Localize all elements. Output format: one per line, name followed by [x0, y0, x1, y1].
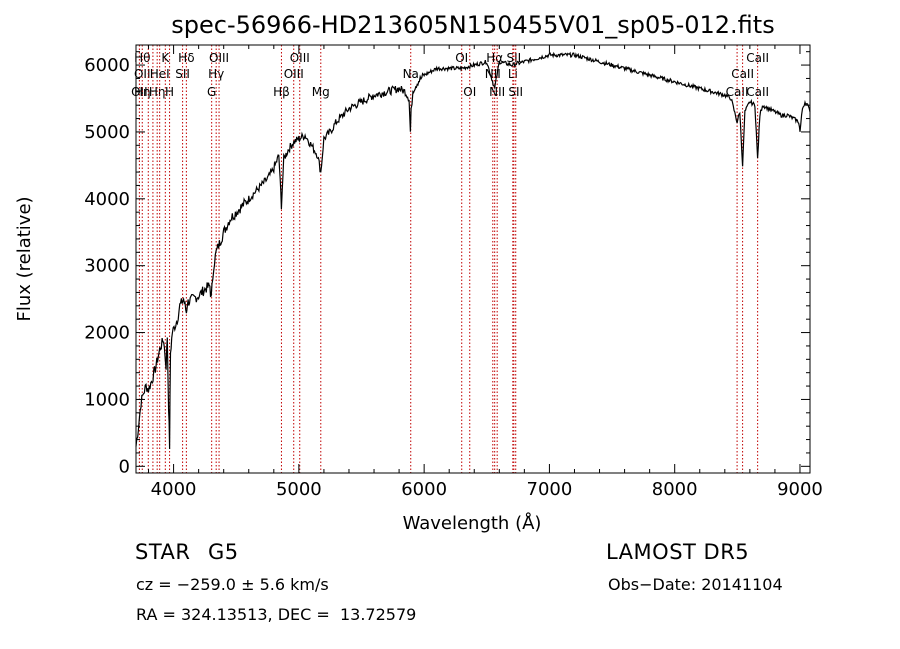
x-tick-label: 4000	[151, 479, 197, 500]
line-marker-label: CaII	[746, 85, 769, 99]
line-marker-label: Hθ	[134, 51, 150, 65]
line-marker-label: SII	[508, 85, 523, 99]
plot-frame	[135, 44, 811, 474]
survey-name: LAMOST DR5	[606, 540, 750, 564]
line-marker-label: CaII	[746, 51, 769, 65]
line-marker-label: H	[165, 85, 174, 99]
line-marker-label: Hη	[149, 85, 166, 99]
x-tick-label: 9000	[777, 479, 823, 500]
line-markers: OIIHθOIIHηHηHeIKHSIIHδGHγOIIIHβOIIIOIIIM…	[131, 45, 769, 473]
line-marker-label: Li	[508, 67, 518, 81]
line-marker-label: OIII	[209, 51, 229, 65]
line-marker-label: CaII	[731, 67, 754, 81]
line-marker-label: OIII	[290, 51, 310, 65]
line-marker-label: Na	[403, 67, 419, 81]
line-marker-label: OI	[455, 51, 468, 65]
line-marker-label: NII	[485, 67, 501, 81]
line-marker-label: Hη	[134, 85, 151, 99]
series-layer	[135, 51, 811, 450]
redshift-velocity: cz = −259.0 ± 5.6 km/s	[136, 575, 329, 594]
x-tick-label: 8000	[652, 479, 698, 500]
line-marker-label: OII	[134, 67, 151, 81]
y-tick-label: 0	[119, 456, 130, 477]
y-tick-label: 5000	[84, 122, 130, 143]
line-marker-label: Hβ	[273, 85, 290, 99]
x-tick-label: 5000	[276, 479, 322, 500]
line-marker-label: OIII	[284, 67, 304, 81]
x-tick-label: 7000	[527, 479, 573, 500]
coordinates: RA = 324.13513, DEC = 13.72579	[136, 605, 417, 624]
line-marker-label: Hγ	[208, 67, 224, 81]
y-tick-label: 4000	[84, 189, 130, 210]
spectrum-line	[135, 51, 811, 450]
line-marker-label: Hδ	[178, 51, 194, 65]
y-tick-label: 1000	[84, 389, 130, 410]
x-tick-label: 6000	[401, 479, 447, 500]
object-subclass: G5	[208, 540, 239, 564]
y-tick-label: 2000	[84, 323, 130, 344]
line-marker-label: SII	[175, 67, 190, 81]
observation-date: Obs−Date: 20141104	[608, 575, 783, 594]
y-axis-label: Flux (relative)	[14, 196, 35, 321]
x-axis-label: Wavelength (Å)	[403, 512, 542, 534]
line-marker-label: Mg	[312, 85, 330, 99]
line-marker-label: G	[207, 85, 216, 99]
line-marker-label: OI	[463, 85, 476, 99]
y-tick-label: 6000	[84, 55, 130, 76]
object-type: STAR	[135, 540, 191, 564]
line-marker-label: HeI	[150, 67, 170, 81]
y-tick-label: 3000	[84, 256, 130, 277]
line-marker-label: Hα	[486, 51, 503, 65]
line-marker-label: K	[161, 51, 170, 65]
chart-title: spec-56966-HD213605N150455V01_sp05-012.f…	[171, 11, 774, 39]
line-marker-label: NII	[489, 85, 505, 99]
axes: 4000 5000 6000 7000 8000 9000 0 1000 2000 3000 400…	[84, 44, 823, 500]
